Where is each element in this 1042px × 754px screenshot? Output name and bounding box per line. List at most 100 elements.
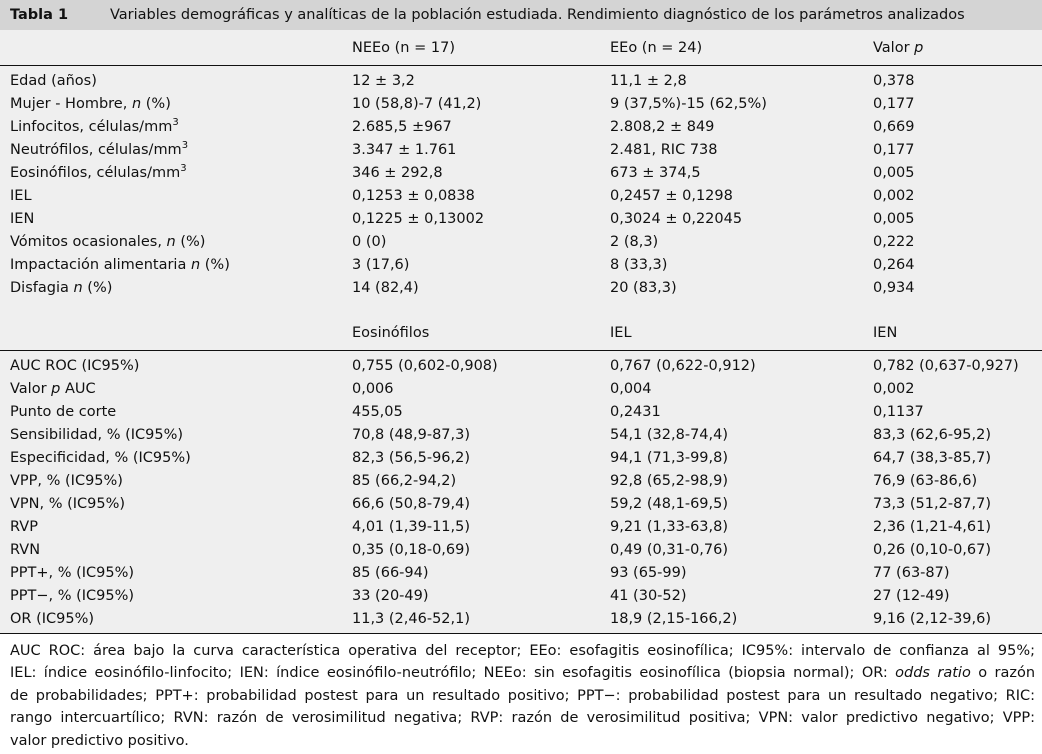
table-row: Disfagia n (%) 14 (82,4) 20 (83,3) 0,934 bbox=[0, 277, 1042, 300]
row-label: IEL bbox=[10, 188, 32, 204]
footnote-line: valor predictivo positivo. bbox=[10, 732, 189, 749]
table-cell: 77 (63-87) bbox=[873, 565, 950, 581]
table-row: Edad (años) 12 ± 3,2 11,1 ± 2,8 0,378 bbox=[0, 70, 1042, 93]
row-label: OR (IC95%) bbox=[10, 611, 95, 627]
table-cell: 11,3 (2,46-52,1) bbox=[352, 611, 471, 627]
footnote-line: IEL: índice eosinófilo-linfocito; IEN: í… bbox=[10, 665, 1036, 682]
table-cell: 0,2431 bbox=[610, 404, 661, 420]
table-cell: 9 (37,5%)-15 (62,5%) bbox=[610, 96, 767, 112]
row-label: RVN bbox=[10, 542, 41, 558]
table-row: Impactación alimentaria n (%) 3 (17,6) 8 (… bbox=[0, 254, 1042, 277]
table-row: Vómitos ocasionales, n (%) 0 (0) 2 (8,3) 0,… bbox=[0, 231, 1042, 254]
table-cell: 0,1253 ± 0,0838 bbox=[352, 188, 475, 204]
table-cell: 10 (58,8)-7 (41,2) bbox=[352, 96, 482, 112]
table-cell: 0,26 (0,10-0,67) bbox=[873, 542, 992, 558]
table-cell: 8 (33,3) bbox=[610, 257, 668, 273]
table-cell: 0,378 bbox=[873, 73, 915, 89]
table-cell: 92,8 (65,2-98,9) bbox=[610, 473, 729, 489]
table-cell: 0,004 bbox=[610, 381, 652, 397]
table-cell: 12 ± 3,2 bbox=[352, 73, 415, 89]
row-label: Disfagia n (%) bbox=[10, 280, 113, 296]
section2-header-row: Eosinófilos IEL IEN bbox=[0, 322, 1042, 345]
row-label: Punto de corte bbox=[10, 404, 117, 420]
row-label: Linfocitos, células/mm3 bbox=[10, 117, 179, 135]
table-cell: 0,177 bbox=[873, 142, 915, 158]
table-cell: 2.808,2 ± 849 bbox=[610, 119, 715, 135]
table-cell: 0,2457 ± 0,1298 bbox=[610, 188, 733, 204]
table-cell: 0,35 (0,18-0,69) bbox=[352, 542, 471, 558]
table-cell: 0,934 bbox=[873, 280, 915, 296]
data-table: NEEo (n = 17) EEo (n = 24) Valor p Eosin… bbox=[0, 30, 1042, 634]
table-cell: 2 (8,3) bbox=[610, 234, 659, 250]
table-cell: 2.481, RIC 738 bbox=[610, 142, 718, 158]
table-cell: 14 (82,4) bbox=[352, 280, 419, 296]
table-cell: 346 ± 292,8 bbox=[352, 165, 443, 181]
table-cell: 83,3 (62,6-95,2) bbox=[873, 427, 992, 443]
row-label: Mujer - Hombre, n (%) bbox=[10, 96, 171, 112]
table-cell: 0,264 bbox=[873, 257, 915, 273]
table-row: Linfocitos, células/mm3 2.685,5 ±967 2.808… bbox=[0, 116, 1042, 139]
table-row: Eosinófilos, células/mm3 346 ± 292,8 673 ±… bbox=[0, 162, 1042, 185]
table-row: PPT+, % (IC95%) 85 (66-94) 93 (65-99) 77 (6… bbox=[0, 562, 1042, 585]
table-row: Sensibilidad, % (IC95%) 70,8 (48,9-87,3) 5… bbox=[0, 424, 1042, 447]
table-bottom-rule bbox=[0, 633, 1042, 634]
table-row: Punto de corte 455,05 0,2431 0,1137 bbox=[0, 401, 1042, 424]
caption-label: Tabla 1 bbox=[10, 7, 69, 23]
table-row: AUC ROC (IC95%) 0,755 (0,602-0,908) 0,767 … bbox=[0, 355, 1042, 378]
table-row: RVN 0,35 (0,18-0,69) 0,49 (0,31-0,76) 0,26 … bbox=[0, 539, 1042, 562]
footnote-line: AUC ROC: área bajo la curva característi… bbox=[10, 643, 1035, 659]
table-cell: 455,05 bbox=[352, 404, 403, 420]
row-label: AUC ROC (IC95%) bbox=[10, 358, 140, 374]
footnote-line: de probabilidades; PPT+: probabilidad po… bbox=[10, 687, 1035, 704]
row-label: PPT−, % (IC95%) bbox=[10, 588, 135, 604]
header-neeo: NEEo (n = 17) bbox=[352, 40, 455, 56]
section1-header-rule bbox=[0, 65, 1042, 66]
row-label: RVP bbox=[10, 519, 38, 535]
table-cell: 3.347 ± 1.761 bbox=[352, 142, 457, 158]
header-eosinofilos: Eosinófilos bbox=[352, 325, 430, 341]
table-cell: 0,755 (0,602-0,908) bbox=[352, 358, 498, 374]
row-label: Sensibilidad, % (IC95%) bbox=[10, 427, 184, 443]
table-row: VPP, % (IC95%) 85 (66,2-94,2) 92,8 (65,2-9… bbox=[0, 470, 1042, 493]
table-cell: 70,8 (48,9-87,3) bbox=[352, 427, 471, 443]
table-cell: 0,002 bbox=[873, 188, 915, 204]
table-cell: 0,782 (0,637-0,927) bbox=[873, 358, 1019, 374]
row-label: Eosinófilos, células/mm3 bbox=[10, 163, 187, 181]
table-cell: 0,006 bbox=[352, 381, 394, 397]
table-row: Mujer - Hombre, n (%) 10 (58,8)-7 (41,2) 9… bbox=[0, 93, 1042, 116]
row-label: IEN bbox=[10, 211, 35, 227]
table-cell: 0,669 bbox=[873, 119, 915, 135]
table-cell: 0,222 bbox=[873, 234, 915, 250]
header-valor-p: Valor p bbox=[873, 40, 924, 56]
header-ien: IEN bbox=[873, 325, 898, 341]
row-label: Vómitos ocasionales, n (%) bbox=[10, 234, 206, 250]
table-cell: 27 (12-49) bbox=[873, 588, 950, 604]
section1-header-row: NEEo (n = 17) EEo (n = 24) Valor p bbox=[0, 37, 1042, 60]
table-cell: 33 (20-49) bbox=[352, 588, 429, 604]
table-row: Especificidad, % (IC95%) 82,3 (56,5-96,2)… bbox=[0, 447, 1042, 470]
table-cell: 85 (66-94) bbox=[352, 565, 429, 581]
table-cell: 82,3 (56,5-96,2) bbox=[352, 450, 471, 466]
row-label: VPP, % (IC95%) bbox=[10, 473, 123, 489]
table-cell: 0,177 bbox=[873, 96, 915, 112]
section2-header-rule bbox=[0, 350, 1042, 351]
table-footnote: AUC ROC: área bajo la curva característi… bbox=[10, 640, 1035, 752]
table-cell: 4,01 (1,39-11,5) bbox=[352, 519, 471, 535]
table-row: PPT−, % (IC95%) 33 (20-49) 41 (30-52) 27 (1… bbox=[0, 585, 1042, 608]
table-cell: 85 (66,2-94,2) bbox=[352, 473, 457, 489]
table-cell: 73,3 (51,2-87,7) bbox=[873, 496, 992, 512]
table-cell: 93 (65-99) bbox=[610, 565, 687, 581]
table-cell: 0,49 (0,31-0,76) bbox=[610, 542, 729, 558]
table-row: VPN, % (IC95%) 66,6 (50,8-79,4) 59,2 (48,1… bbox=[0, 493, 1042, 516]
table-cell: 20 (83,3) bbox=[610, 280, 677, 296]
row-label: Especificidad, % (IC95%) bbox=[10, 450, 191, 466]
table-cell: 59,2 (48,1-69,5) bbox=[610, 496, 729, 512]
table-cell: 673 ± 374,5 bbox=[610, 165, 701, 181]
row-label: Edad (años) bbox=[10, 73, 97, 89]
table-row: Neutrófilos, células/mm3 3.347 ± 1.761 2.4… bbox=[0, 139, 1042, 162]
row-label: VPN, % (IC95%) bbox=[10, 496, 126, 512]
row-label: Neutrófilos, células/mm3 bbox=[10, 140, 189, 158]
table-cell: 54,1 (32,8-74,4) bbox=[610, 427, 729, 443]
row-label: Valor p AUC bbox=[10, 381, 96, 397]
